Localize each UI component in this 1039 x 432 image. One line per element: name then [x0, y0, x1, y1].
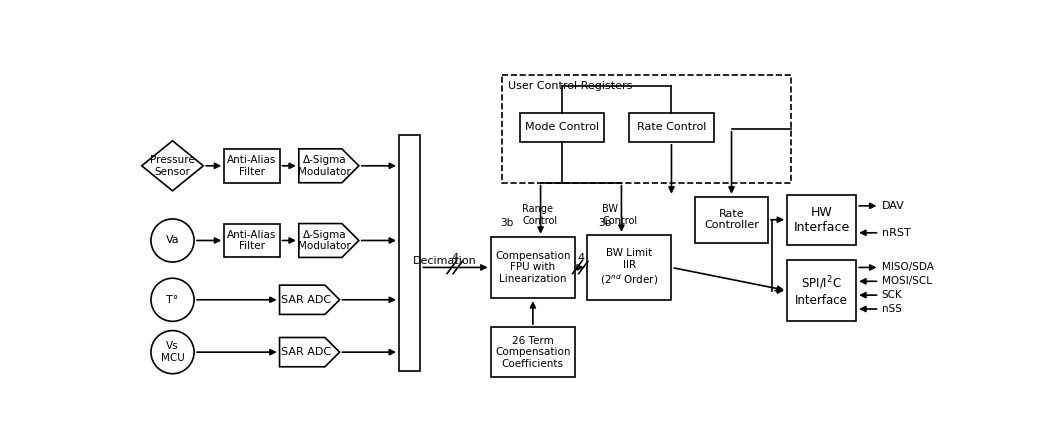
Text: DAV: DAV: [882, 201, 904, 211]
Text: Va: Va: [165, 235, 180, 245]
Text: Rate Control: Rate Control: [637, 122, 707, 132]
Text: Anti-Alias
Filter: Anti-Alias Filter: [228, 230, 276, 251]
Polygon shape: [279, 285, 340, 314]
Circle shape: [151, 330, 194, 374]
Text: HW
Interface: HW Interface: [794, 206, 850, 234]
Text: MISO/SDA: MISO/SDA: [882, 262, 934, 273]
Text: Δ-Sigma
Modulator: Δ-Sigma Modulator: [298, 155, 351, 177]
Text: Anti-Alias
Filter: Anti-Alias Filter: [228, 155, 276, 177]
Text: Decimation: Decimation: [412, 256, 476, 266]
Text: Compensation
FPU with
Linearization: Compensation FPU with Linearization: [496, 251, 570, 284]
Polygon shape: [299, 149, 358, 183]
Text: Δ-Sigma
Modulator: Δ-Sigma Modulator: [298, 230, 351, 251]
FancyBboxPatch shape: [787, 260, 856, 321]
FancyBboxPatch shape: [490, 237, 576, 298]
Text: Mode Control: Mode Control: [525, 122, 600, 132]
Text: Rate
Controller: Rate Controller: [704, 209, 758, 231]
Text: Pressure
Sensor: Pressure Sensor: [151, 155, 195, 177]
Text: SCK: SCK: [882, 290, 903, 300]
Circle shape: [151, 278, 194, 321]
Text: nRST: nRST: [882, 228, 910, 238]
FancyBboxPatch shape: [520, 113, 605, 142]
Text: 4: 4: [452, 253, 459, 263]
Text: nSS: nSS: [882, 304, 902, 314]
Polygon shape: [279, 337, 340, 367]
FancyBboxPatch shape: [695, 197, 768, 243]
FancyBboxPatch shape: [787, 195, 856, 245]
Text: 4: 4: [578, 253, 585, 263]
Text: User Control Registers: User Control Registers: [508, 81, 633, 91]
FancyBboxPatch shape: [502, 75, 791, 183]
Text: SPI/I$^2$C
Interface: SPI/I$^2$C Interface: [795, 274, 848, 307]
Text: BW
Control: BW Control: [603, 204, 637, 226]
FancyBboxPatch shape: [630, 113, 714, 142]
FancyBboxPatch shape: [224, 223, 279, 257]
Text: SAR ADC: SAR ADC: [281, 295, 331, 305]
FancyBboxPatch shape: [399, 135, 421, 372]
FancyBboxPatch shape: [587, 235, 671, 300]
Text: 26 Term
Compensation
Coefficients: 26 Term Compensation Coefficients: [496, 336, 570, 369]
Circle shape: [151, 219, 194, 262]
Polygon shape: [141, 141, 204, 191]
Text: T°: T°: [166, 295, 179, 305]
Text: MOSI/SCL: MOSI/SCL: [882, 276, 932, 286]
Text: 3b: 3b: [598, 218, 612, 228]
Text: Vs
MCU: Vs MCU: [161, 341, 184, 363]
Polygon shape: [299, 223, 358, 257]
Text: BW Limit
IIR
(2$^{nd}$ Order): BW Limit IIR (2$^{nd}$ Order): [600, 248, 659, 287]
FancyBboxPatch shape: [224, 149, 279, 183]
Text: Range
Control: Range Control: [522, 204, 557, 226]
Text: 3b: 3b: [500, 218, 513, 228]
FancyBboxPatch shape: [490, 327, 576, 377]
Text: SAR ADC: SAR ADC: [281, 347, 331, 357]
